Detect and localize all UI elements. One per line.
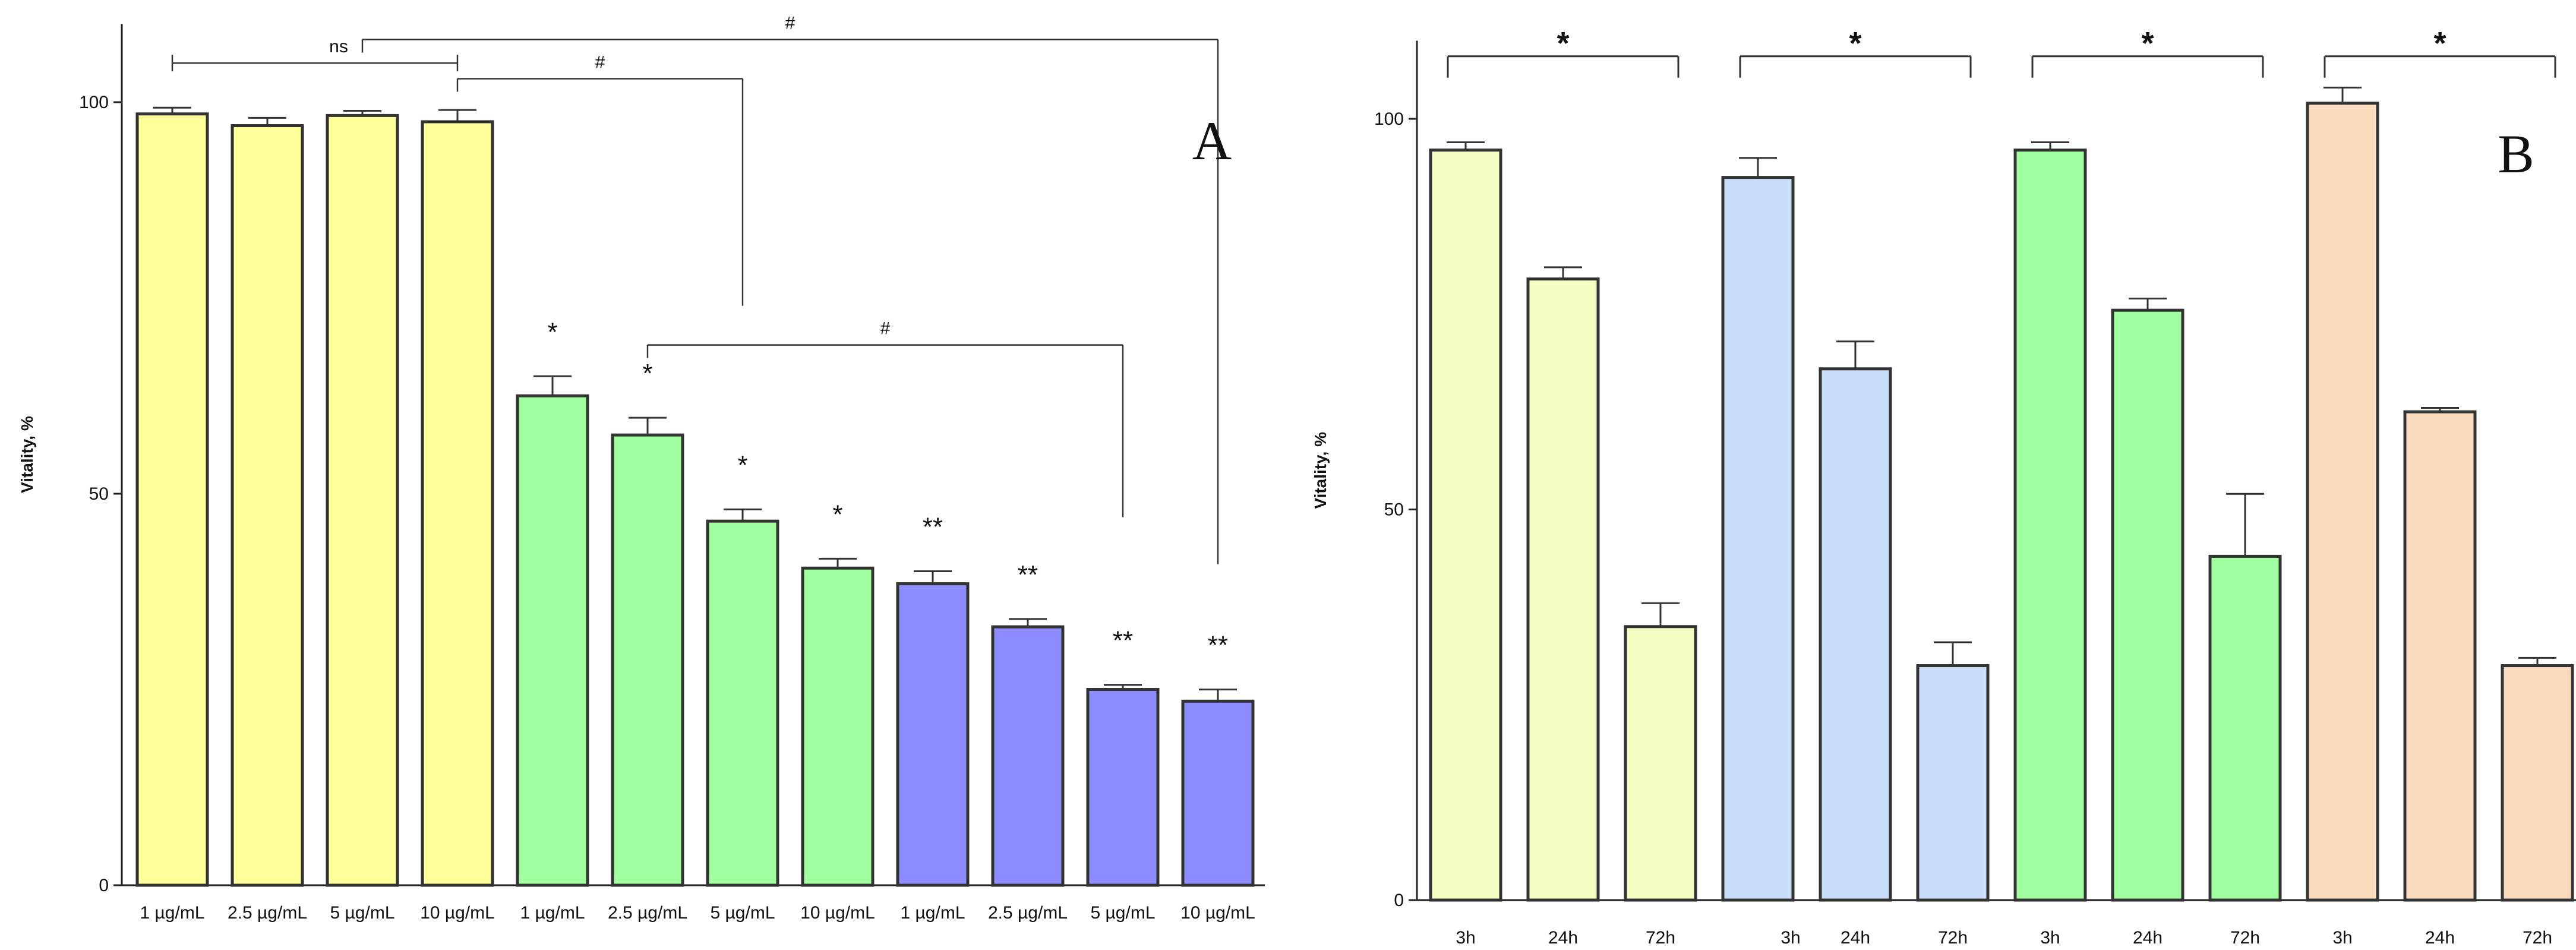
panel-a-significance-6: * [737, 450, 747, 479]
panel-a-significance-4: * [547, 317, 557, 346]
panel-a-bar-9 [991, 625, 1065, 887]
panel-b-x-tick-label-0: 3h [1456, 928, 1475, 948]
panel-a-bar-10 [1086, 688, 1160, 887]
panel-b-bar-9 [2306, 102, 2379, 902]
panel-a-significance-9: ** [1018, 560, 1038, 589]
panel-a-bracket-3-label: # [785, 14, 795, 33]
panel-b-x-tick-label-4: 24h [1841, 928, 1870, 948]
panel-b-x-tick-label-9: 3h [2332, 928, 2352, 948]
panel-a-y-axis-label: Vitality, % [18, 416, 36, 493]
panel-b-bar-11 [2501, 664, 2574, 902]
panel-b-y-tick-label-2: 100 [1374, 109, 1404, 129]
panel-a-x-tick-label-8: 1 µg/mL [901, 903, 965, 923]
panel-a-significance-7: * [832, 500, 842, 529]
panel-a-x-tick-label-5: 2.5 µg/mL [608, 903, 687, 923]
panel-b-letter: B [2498, 124, 2534, 184]
panel-a-bar-1 [231, 124, 304, 887]
panel-a-y-tick-label-2: 100 [79, 93, 109, 112]
panel-b-x-tick-label-1: 24h [1548, 928, 1578, 948]
panel-a-bar-0 [135, 112, 209, 887]
panel-a-significance-5: * [642, 359, 652, 388]
panel-a-bar-2 [326, 113, 399, 887]
panel-b-y-axis-label: Vitality, % [1311, 432, 1330, 509]
panel-b-x-tick-label-11: 72h [2523, 928, 2552, 948]
panel-b-x-tick-label-6: 3h [2040, 928, 2060, 948]
panel-b-x-tick-label-5: 72h [1938, 928, 1968, 948]
panel-a-significance-8: ** [923, 512, 943, 541]
panel-a-bar-4 [516, 394, 589, 887]
panel-a-significance-10: ** [1113, 626, 1133, 655]
panel-a-bracket-1-label: # [595, 52, 605, 72]
panel-b-x-tick-label-8: 72h [2230, 928, 2260, 948]
panel-b-bar-7 [2111, 308, 2184, 902]
panel-b-bracket-0-label: * [1557, 26, 1569, 61]
panel-b-bar-0 [1429, 149, 1502, 902]
panel-b-bar-3 [1721, 176, 1795, 902]
panel-a-bracket-2-label: # [880, 319, 891, 339]
panel-b-y-tick-label-1: 50 [1384, 500, 1404, 520]
panel-b-y-tick-label-0: 0 [1394, 891, 1404, 910]
panel-b-bar-2 [1624, 625, 1697, 902]
panel-a-x-tick-label-0: 1 µg/mL [140, 903, 205, 923]
panel-a-x-tick-label-10: 5 µg/mL [1091, 903, 1156, 923]
panel-a-bar-8 [896, 582, 970, 887]
panel-a-x-tick-label-1: 2.5 µg/mL [228, 903, 307, 923]
panel-a-y-tick-label-1: 50 [89, 484, 109, 504]
panel-a-x-tick-label-3: 10 µg/mL [420, 903, 495, 923]
panel-a-x-tick-label-7: 10 µg/mL [800, 903, 875, 923]
panel-a-bar-6 [706, 519, 779, 887]
panel-a-bar-5 [611, 433, 684, 887]
panel-a-bar-3 [421, 120, 494, 887]
panel-a-chart: 0 50 100 Vitality, % 1 µg/mL 2.5 µg/mL 5 µg/mL… [18, 14, 1265, 923]
panel-b-bar-5 [1916, 664, 1990, 902]
panel-a-x-tick-label-4: 1 µg/mL [520, 903, 585, 923]
panel-b-bracket-2-label: * [2141, 26, 2154, 61]
panel-a-significance-11: ** [1208, 631, 1228, 660]
panel-a-x-tick-label-6: 5 µg/mL [711, 903, 775, 923]
panel-b-x-tick-label-2: 72h [1646, 928, 1675, 948]
panel-a-x-tick-label-9: 2.5 µg/mL [988, 903, 1068, 923]
panel-b-chart: 0 50 100 Vitality, % 3h 24h 72h 3h 24h 72h 3h 24h 72… [1311, 26, 2576, 948]
panel-a-x-tick-label-2: 5 µg/mL [330, 903, 395, 923]
panel-b-bar-4 [1819, 367, 1892, 902]
panel-b-x-tick-label-10: 24h [2425, 928, 2455, 948]
panel-a-letter: A [1192, 111, 1232, 171]
panel-b-bar-10 [2403, 410, 2477, 902]
panel-b-bar-1 [1526, 277, 1600, 902]
panel-a-bracket-0-label: ns [329, 37, 348, 56]
panel-b-bracket-1-label: * [1849, 26, 1861, 61]
panel-b-bar-8 [2208, 554, 2282, 902]
panel-b-bracket-3-label: * [2433, 26, 2446, 61]
panel-b-x-tick-label-7: 24h [2133, 928, 2163, 948]
panel-b-x-tick-label-3: 3h [1781, 928, 1800, 948]
panel-a-bar-11 [1181, 699, 1255, 887]
panel-b-bar-6 [2013, 149, 2087, 902]
panel-a-y-tick-label-0: 0 [99, 876, 109, 895]
panel-a-bar-7 [801, 566, 875, 887]
panel-a-x-tick-label-11: 10 µg/mL [1180, 903, 1255, 923]
